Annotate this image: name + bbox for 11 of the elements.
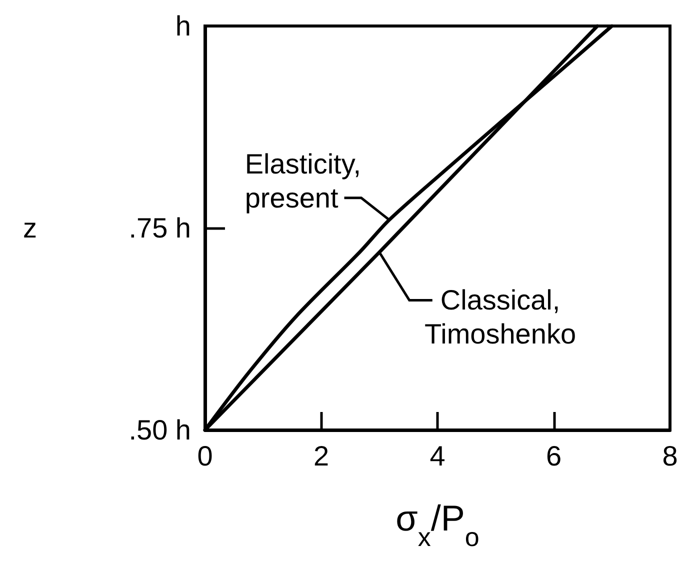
x-tick-label: 6 bbox=[546, 440, 562, 472]
series-label: Classical, Timoshenko bbox=[424, 284, 576, 350]
y-tick-label: h bbox=[175, 10, 191, 42]
y-axis-title: z bbox=[23, 212, 37, 244]
x-tick-label: 4 bbox=[430, 440, 446, 472]
y-tick-label: .50 h bbox=[128, 414, 191, 446]
x-tick-label: 2 bbox=[313, 440, 330, 472]
y-tick-label: .75 h bbox=[128, 212, 191, 244]
series-label: Elasticity, present bbox=[244, 148, 362, 214]
x-tick-label: 0 bbox=[197, 440, 213, 472]
x-tick-label: 8 bbox=[662, 440, 678, 472]
